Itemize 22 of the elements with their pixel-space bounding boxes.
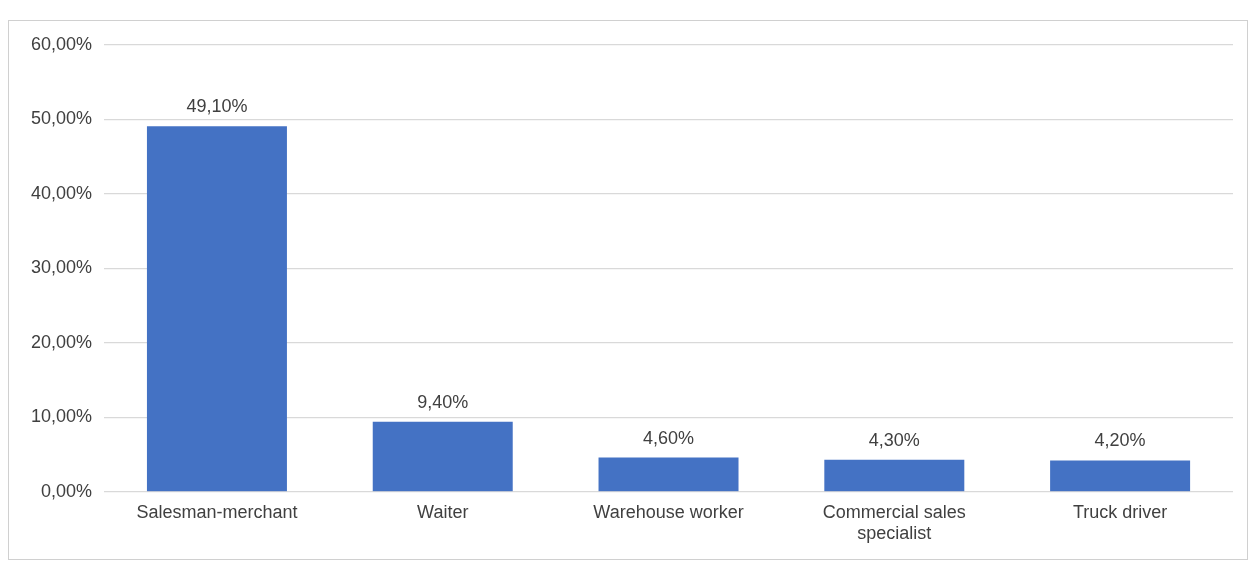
y-tick-label: 50,00% [30,108,93,129]
y-tick-label: 0,00% [41,480,93,501]
bar [146,126,287,492]
data-label: 49,10% [186,96,248,117]
bar [372,421,513,492]
y-tick-label: 60,00% [30,33,93,54]
y-tick-label: 40,00% [30,182,93,203]
data-label: 4,20% [1094,430,1146,451]
x-tick-label: Truck driver [1072,501,1168,522]
y-tick-label: 10,00% [30,406,93,427]
x-tick-label: Commercial sales specialist [822,501,966,544]
bar [824,459,965,492]
data-label: 4,30% [868,429,920,450]
x-tick-label: Salesman-merchant [136,501,298,522]
data-label: 9,40% [417,391,469,412]
y-tick-label: 30,00% [30,257,93,278]
x-tick-label: Waiter [417,501,469,522]
data-label: 4,60% [643,427,695,448]
bar [598,457,739,492]
bar [1050,460,1191,492]
y-tick-label: 20,00% [30,331,93,352]
x-tick-label: Warehouse worker [593,501,744,522]
